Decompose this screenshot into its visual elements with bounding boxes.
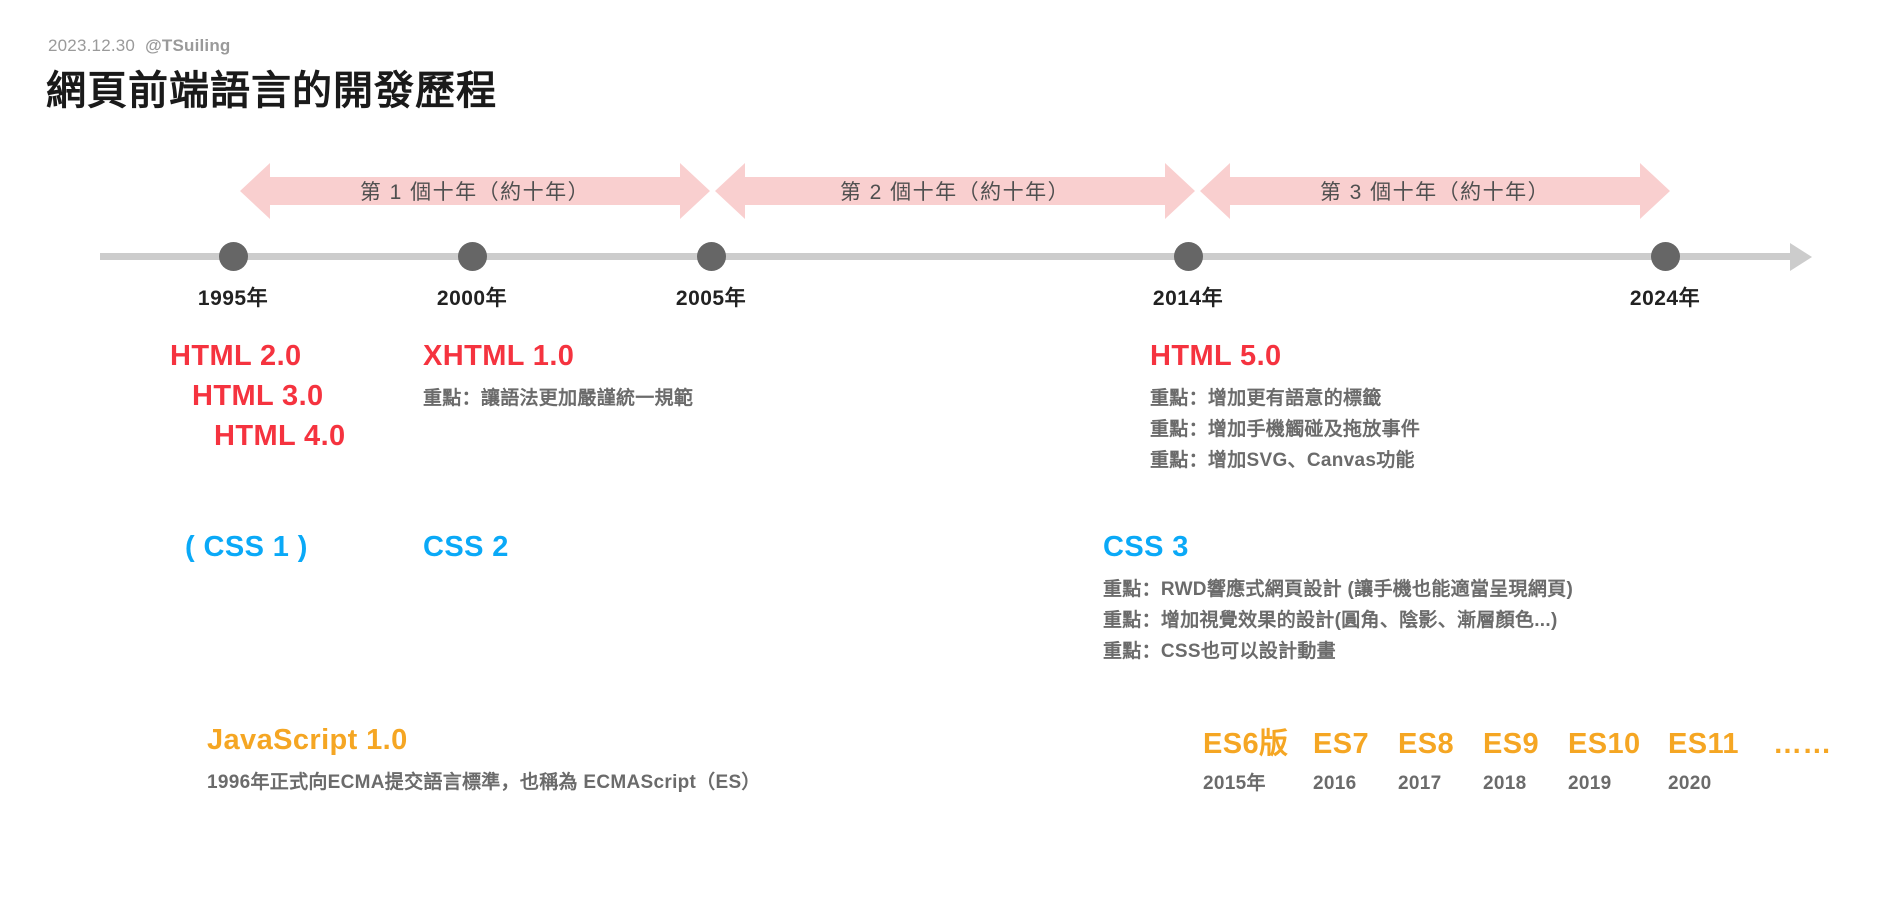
version-label: HTML 2.0 <box>170 340 302 372</box>
timeline-year-label: 2014年 <box>1152 287 1224 310</box>
version-label: HTML 5.0 <box>1150 340 1282 372</box>
decade-band-label: 第 2 個十年（約十年） <box>839 181 1071 204</box>
timeline-axis-line <box>100 253 1800 260</box>
ecmascript-year-label: 2018 <box>1483 773 1527 794</box>
entry-notes: 重點：增加更有語意的標籤重點：增加手機觸碰及拖放事件 重點：增加SVG、Canva… <box>1150 384 1420 476</box>
note-line: 重點：增加更有語意的標籤 <box>1150 388 1382 410</box>
entry-css3: CSS 3 重點：RWD響應式網頁設計 (讓手機也能適當呈現網頁) 重點：增加視覺效… <box>1103 527 1573 667</box>
entry-version-list: CSS 3 <box>1103 527 1573 567</box>
entry-notes: 重點：RWD響應式網頁設計 (讓手機也能適當呈現網頁) 重點：增加視覺效果的設計(… <box>1103 575 1573 667</box>
note-line: 重點：CSS也可以設計動畫 <box>1103 640 1336 662</box>
ecmascript-version-label: ES6版 <box>1203 728 1289 760</box>
decade-arrow-icon <box>1200 163 1670 219</box>
decade-band-1: 第 1 個十年（約十年） <box>240 163 710 219</box>
entry-html-early: HTML 2.0 HTML 3.0 HTML 4.0 <box>170 336 346 456</box>
entry-version-list: HTML 5.0 <box>1150 336 1420 376</box>
timeline-dot-2014 <box>1174 242 1203 271</box>
entry-css1: ( CSS 1 ) <box>185 527 308 567</box>
timeline-dot-2024 <box>1651 242 1680 271</box>
ecmascript-version-label: ES8 <box>1398 728 1455 760</box>
ecmascript-year-label: 2019 <box>1568 773 1612 794</box>
ecmascript-year-label: 2020 <box>1668 773 1712 794</box>
entry-notes: 1996年正式向ECMA提交語言標準，也稱為 ECMAScript（ES） <box>207 768 761 799</box>
version-label: JavaScript 1.0 <box>207 724 408 756</box>
ecmascript-year-row: 2015年 2016 2017 2018 2019 2020 <box>1203 768 1863 795</box>
timeline-dot-2005 <box>697 242 726 271</box>
decade-band-2: 第 2 個十年（約十年） <box>715 163 1195 219</box>
decade-band-3: 第 3 個十年（約十年） <box>1200 163 1670 219</box>
ecmascript-year-label: 2017 <box>1398 773 1442 794</box>
decade-band-label: 第 1 個十年（約十年） <box>359 181 591 204</box>
entry-html5: HTML 5.0 重點：增加更有語意的標籤重點：增加手機觸碰及拖放事件 重點：增加S… <box>1150 336 1420 476</box>
note-line: 重點：增加視覺效果的設計(圓角、陰影、漸層顏色...) <box>1103 609 1558 631</box>
timeline-year-label: 2005年 <box>675 287 747 310</box>
page-title: 網頁前端語言的開發歷程 <box>46 69 497 113</box>
note-line: 重點：讓語法更加嚴謹統一規範 <box>423 388 694 410</box>
timeline-dot-2000 <box>458 242 487 271</box>
ecmascript-year-label: 2015年 <box>1203 773 1266 794</box>
publish-date: 2023.12.30 <box>48 36 136 55</box>
entry-ecmascript-releases: ES6版 ES7 ES8 ES9 ES10 ES11 …… 2015年 2016 2017 2018… <box>1203 720 1863 795</box>
entry-version-list: HTML 2.0 HTML 3.0 HTML 4.0 <box>170 336 346 456</box>
decade-band-label: 第 3 個十年（約十年） <box>1319 181 1551 204</box>
timeline-year-label: 1995年 <box>197 287 269 310</box>
entry-version-list: JavaScript 1.0 <box>207 720 761 760</box>
entry-css2: CSS 2 <box>423 527 509 567</box>
note-line: 重點：增加SVG、Canvas功能 <box>1150 449 1415 471</box>
entry-javascript1: JavaScript 1.0 1996年正式向ECMA提交語言標準，也稱為 ECM… <box>207 720 761 799</box>
note-line: 重點：增加手機觸碰及拖放事件 <box>1150 418 1421 440</box>
entry-version-list: ( CSS 1 ) <box>185 527 308 567</box>
ecmascript-version-label: …… <box>1773 728 1832 760</box>
version-label: HTML 4.0 <box>214 420 346 453</box>
decade-arrow-icon <box>240 163 710 219</box>
timeline-year-label: 2000年 <box>436 287 508 310</box>
ecmascript-version-label: ES7 <box>1313 728 1370 760</box>
version-label: CSS 2 <box>423 531 509 563</box>
ecmascript-version-label: ES10 <box>1568 728 1641 760</box>
decade-arrow-icon <box>715 163 1195 219</box>
version-label: CSS 3 <box>1103 531 1189 563</box>
entry-version-list: CSS 2 <box>423 527 509 567</box>
timeline-year-label: 2024年 <box>1629 287 1701 310</box>
ecmascript-version-label: ES11 <box>1668 728 1739 760</box>
timeline-dot-1995 <box>219 242 248 271</box>
ecmascript-version-label: ES9 <box>1483 728 1540 760</box>
version-label: ( CSS 1 ) <box>185 531 308 563</box>
version-label: HTML 3.0 <box>192 380 324 413</box>
note-line: 重點：RWD響應式網頁設計 (讓手機也能適當呈現網頁) <box>1103 579 1574 601</box>
entry-notes: 重點：讓語法更加嚴謹統一規範 <box>423 384 693 415</box>
header-meta: 2023.12.30 @TSuiling <box>48 36 231 56</box>
entry-version-list: XHTML 1.0 <box>423 336 693 376</box>
ecmascript-year-label: 2016 <box>1313 773 1357 794</box>
ecmascript-version-row: ES6版 ES7 ES8 ES9 ES10 ES11 …… <box>1203 720 1863 762</box>
note-line: 1996年正式向ECMA提交語言標準，也稱為 ECMAScript（ES） <box>207 772 761 794</box>
entry-xhtml: XHTML 1.0 重點：讓語法更加嚴謹統一規範 <box>423 336 693 415</box>
author-handle: @TSuiling <box>145 36 231 55</box>
timeline-arrowhead-icon <box>1790 243 1812 271</box>
version-label: XHTML 1.0 <box>423 340 575 372</box>
